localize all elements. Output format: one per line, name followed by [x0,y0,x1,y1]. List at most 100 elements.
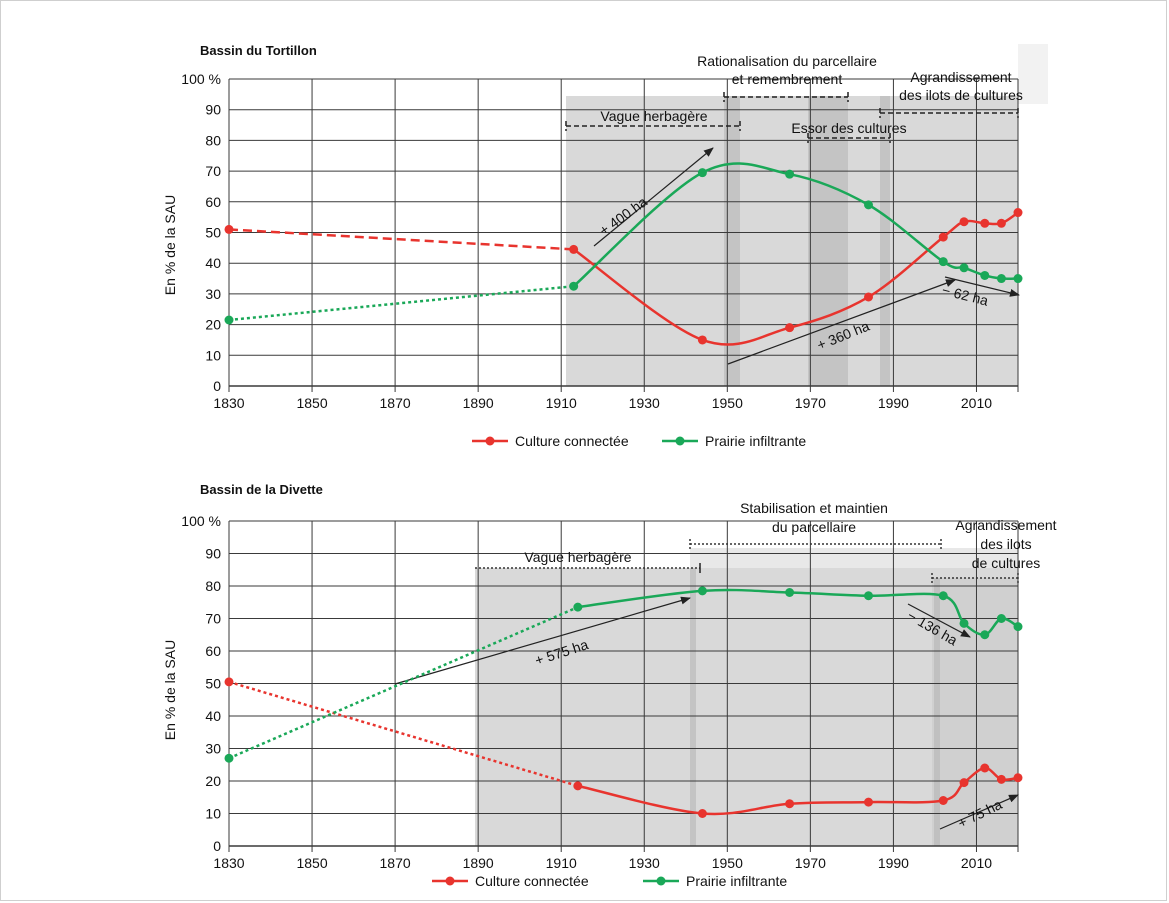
point-culture-connect-e [1013,773,1023,783]
point-culture-connect-e [959,217,969,227]
shade-period-boundary-1 [724,96,740,386]
bracket-stabilisation [689,539,942,549]
point-prairie-infiltrante [980,270,990,280]
point-culture-connect-e [697,335,707,345]
point-culture-connect-e [697,809,707,818]
point-prairie-infiltrante [573,602,583,612]
point-culture-connect-e [980,218,990,228]
y-tick-label: 70 [205,163,221,179]
arrow-plus-360 [727,279,956,365]
shade-essor-cultures [808,96,848,386]
y-tick-label: 60 [205,643,221,659]
label-agrandissement-2: des ilots [980,536,1031,552]
point-prairie-infiltrante [697,168,707,178]
label-agrandissement-2: des ilots de cultures [899,87,1023,103]
point-culture-connect-e [959,778,969,788]
legend-swatch-culture-dot [445,876,455,886]
x-tick-label: 1970 [795,855,826,871]
label-stabilisation-2: du parcellaire [772,519,856,535]
point-culture-connect-e [864,797,874,807]
x-tick-label: 2010 [961,855,992,871]
shade-stabilisation-top [690,548,1018,568]
bracket-agrandissement [931,573,1019,583]
y-tick-label: 0 [213,838,221,854]
point-culture-connect-e [1013,208,1023,218]
y-tick-label: 20 [205,317,221,333]
point-prairie-infiltrante [224,315,234,325]
series-layer [224,162,1023,346]
panel-divette: 0 10 20 30 40 50 60 70 80 90 100 % 1830 1850 1870 189… [162,482,1057,889]
x-tick-label: 2010 [961,395,992,411]
point-prairie-infiltrante [785,169,795,179]
point-culture-connect-e [980,763,990,773]
y-tick-label: 10 [205,806,221,822]
point-culture-connect-e [224,224,234,234]
label-rationalisation-1: Rationalisation du parcellaire [697,53,877,69]
point-prairie-infiltrante [1013,274,1023,284]
y-tick-label: 90 [205,102,221,118]
label-agrandissement-1: Agrandissement [955,517,1056,533]
label-agrandissement-1: Agrandissement [910,69,1011,85]
point-culture-connect-e [785,799,795,809]
shade-period-boundary-2 [934,578,940,846]
label-vague-herbagere: Vague herbagère [600,108,707,124]
legend-label-prairie: Prairie infiltrante [686,873,787,889]
bracket-agrandissement [879,108,1019,118]
series-prairie-infiltrante-dashed [228,284,574,322]
point-prairie-infiltrante [959,263,969,273]
y-tick-label: 40 [205,708,221,724]
x-tick-label: 1930 [629,395,660,411]
x-tick-label: 1910 [546,855,577,871]
y-tick-label: 80 [205,578,221,594]
period-brackets [475,539,1019,583]
point-prairie-infiltrante [1013,622,1023,632]
point-prairie-infiltrante [980,630,990,640]
point-prairie-infiltrante [938,591,948,601]
point-culture-connect-e [573,781,583,791]
legend-swatch-prairie-dot [675,436,685,446]
y-tick-label: 70 [205,611,221,627]
header-pale-shade [1018,44,1048,104]
x-tick-label: 1990 [878,855,909,871]
y-tick-label: 90 [205,546,221,562]
point-culture-connect-e [938,232,948,242]
y-tick-label: 20 [205,773,221,789]
x-tick-label: 1890 [463,395,494,411]
arrow-plus-400 [593,147,714,247]
arrow-minus-62 [944,276,1020,297]
y-tick-label: 0 [213,378,221,394]
x-tick-label: 1930 [629,855,660,871]
y-tick-label: 10 [205,347,221,363]
x-tick-label: 1870 [380,395,411,411]
grid [228,78,1019,392]
x-tick-label: 1890 [463,855,494,871]
point-prairie-infiltrante [996,274,1006,284]
point-culture-connect-e [785,323,795,333]
legend: Culture connectée Prairie infiltrante [432,873,787,889]
label-stabilisation-1: Stabilisation et maintien [740,500,888,516]
chart-title: Bassin du Tortillon [200,43,317,58]
point-culture-connect-e [569,244,579,254]
x-axis-ticks: 1830 1850 1870 1890 1910 1930 1950 1970 1990 2010 [213,855,992,871]
period-brackets [565,92,1019,143]
y-axis-ticks: 0 10 20 30 40 50 60 70 80 90 100 % [181,71,221,394]
x-axis-ticks: 1830 1850 1870 1890 1910 1930 1950 1970 1990 2010 [213,395,992,411]
point-culture-connect-e [864,292,874,302]
point-prairie-infiltrante [959,618,969,628]
y-tick-label: 50 [205,225,221,241]
point-culture-connect-e [996,774,1006,784]
legend-label-culture: Culture connectée [475,873,589,889]
legend: Culture connectée Prairie infiltrante [472,433,806,449]
y-tick-label: 100 % [181,71,221,87]
point-prairie-infiltrante [785,588,795,597]
shade-period-boundary-1 [690,568,696,846]
panel-tortillon: 0 10 20 30 40 50 60 70 80 90 100 % 1830 1850 1870 189… [162,43,1048,449]
point-prairie-infiltrante [697,586,707,596]
arrow-plus-575 [394,596,691,685]
arrow-minus-136 [907,603,971,638]
y-tick-label: 30 [205,741,221,757]
x-tick-label: 1910 [546,395,577,411]
bracket-rationalisation [723,92,849,102]
x-tick-label: 1850 [296,395,327,411]
